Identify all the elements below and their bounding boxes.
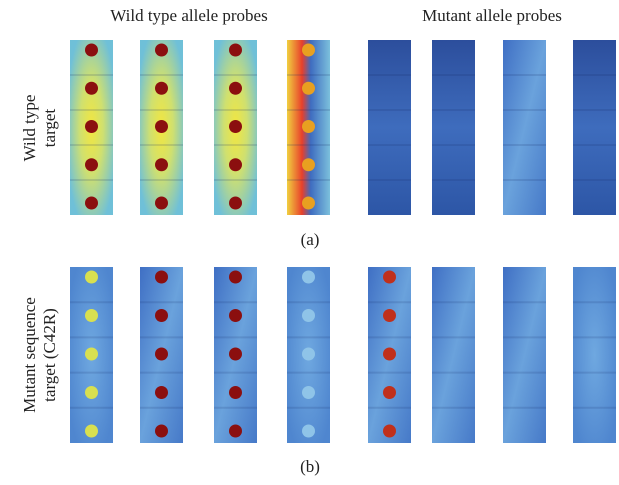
row-label: target	[40, 109, 59, 148]
column-header: Mutant allele probes	[422, 6, 562, 25]
probe-spot	[383, 348, 396, 361]
probe-spot	[85, 197, 98, 210]
probe-spot	[85, 425, 98, 438]
probe-spot	[229, 348, 242, 361]
probe-spot	[85, 82, 98, 95]
probe-spot	[85, 309, 98, 322]
probe-spot	[85, 44, 98, 57]
probe-spot	[155, 348, 168, 361]
probe-spot	[302, 425, 315, 438]
probe-spot	[302, 197, 315, 210]
probe-spot	[302, 271, 315, 284]
row-label: Mutant sequence	[20, 297, 39, 413]
probe-spot	[155, 386, 168, 399]
probe-spot	[85, 348, 98, 361]
probe-spot	[229, 386, 242, 399]
probe-spot	[155, 425, 168, 438]
probe-spot	[85, 120, 98, 133]
probe-spot	[302, 82, 315, 95]
probe-spot	[155, 120, 168, 133]
probe-spot	[383, 386, 396, 399]
probe-spot	[85, 271, 98, 284]
probe-spot	[229, 271, 242, 284]
figure: Wild type allele probes Mutant allele pr…	[0, 0, 619, 485]
array-strip	[503, 40, 546, 215]
panel-label: (a)	[301, 230, 320, 249]
probe-spot	[229, 120, 242, 133]
panel-label: (b)	[300, 457, 320, 476]
array-strip	[503, 267, 546, 443]
probe-spot	[383, 271, 396, 284]
probe-spot	[302, 386, 315, 399]
row-label: Wild type	[20, 95, 39, 162]
probe-spot	[302, 158, 315, 171]
probe-spot	[85, 158, 98, 171]
probe-spot	[229, 158, 242, 171]
array-strip	[573, 40, 616, 215]
row-label: target (C42R)	[40, 308, 59, 402]
probe-spot	[155, 309, 168, 322]
probe-spot	[302, 120, 315, 133]
probe-spot	[302, 348, 315, 361]
probe-spot	[155, 82, 168, 95]
array-strip	[432, 40, 475, 215]
probe-spot	[155, 197, 168, 210]
probe-spot	[155, 44, 168, 57]
probe-spot	[229, 197, 242, 210]
microarray-images	[70, 40, 616, 443]
probe-spot	[229, 82, 242, 95]
probe-spot	[155, 158, 168, 171]
array-strip	[368, 40, 411, 215]
probe-spot	[229, 425, 242, 438]
probe-spot	[383, 309, 396, 322]
probe-spot	[302, 309, 315, 322]
array-strip	[432, 267, 475, 443]
probe-spot	[302, 44, 315, 57]
array-strip	[573, 267, 616, 443]
probe-spot	[155, 271, 168, 284]
probe-spot	[85, 386, 98, 399]
probe-spot	[229, 309, 242, 322]
probe-spot	[229, 44, 242, 57]
column-header: Wild type allele probes	[110, 6, 267, 25]
probe-spot	[383, 425, 396, 438]
